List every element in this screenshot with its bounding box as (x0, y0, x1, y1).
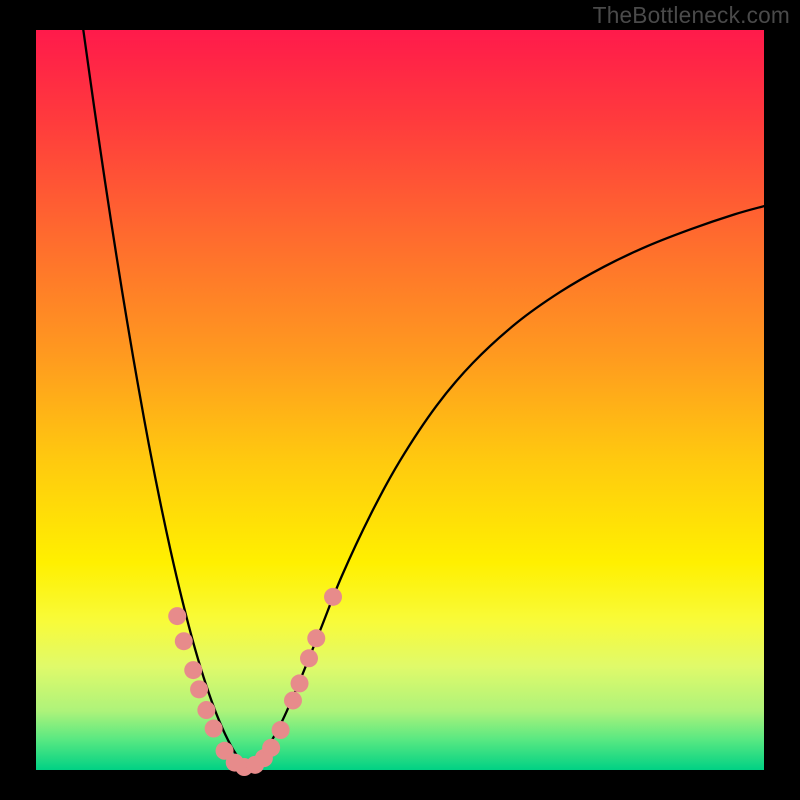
data-marker (197, 701, 215, 719)
data-marker (190, 680, 208, 698)
data-marker (272, 721, 290, 739)
data-marker (324, 588, 342, 606)
data-marker (262, 739, 280, 757)
bottleneck-chart (0, 0, 800, 800)
data-marker (307, 629, 325, 647)
data-marker (284, 691, 302, 709)
data-marker (175, 632, 193, 650)
data-marker (184, 661, 202, 679)
data-marker (205, 720, 223, 738)
watermark-text: TheBottleneck.com (593, 2, 790, 29)
chart-stage: TheBottleneck.com (0, 0, 800, 800)
data-marker (168, 607, 186, 625)
data-marker (291, 674, 309, 692)
plot-area (36, 30, 764, 770)
data-marker (300, 649, 318, 667)
